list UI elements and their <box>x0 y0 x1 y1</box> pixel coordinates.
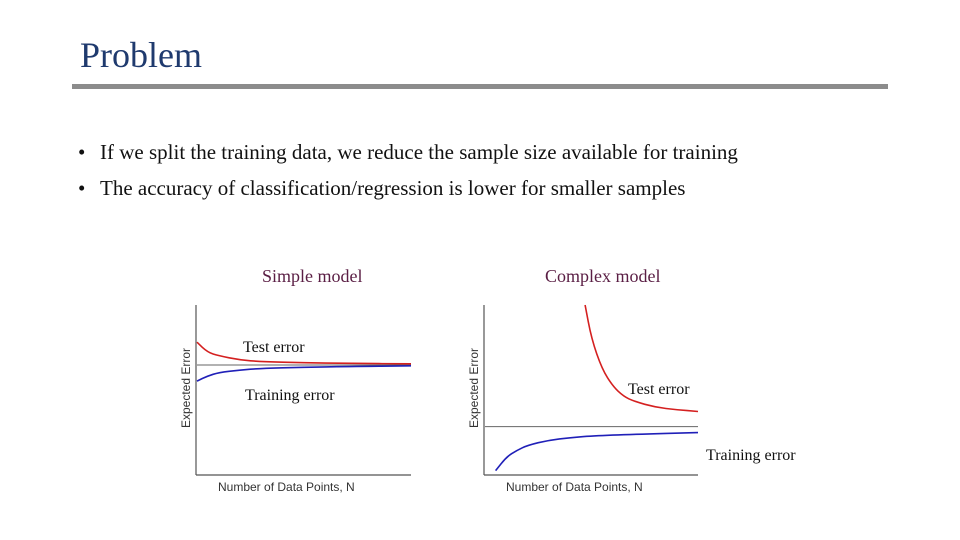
bullet-text: If we split the training data, we reduce… <box>100 140 738 164</box>
complex-training-error-line <box>494 431 699 472</box>
simple-training-error-line <box>196 365 412 382</box>
complex-y-axis-label: Expected Error <box>467 348 481 428</box>
title-divider <box>72 84 888 89</box>
complex-model-chart: Number of Data Points, N Expected Error <box>467 304 699 494</box>
simple-model-caption: Simple model <box>262 266 363 286</box>
slide-title: Problem <box>80 35 202 75</box>
bullet-item: • The accuracy of classification/regressi… <box>78 174 738 210</box>
simple-model-chart: Number of Data Points, N Expected Error <box>179 305 412 494</box>
complex-x-axis-label: Number of Data Points, N <box>506 480 643 494</box>
bullet-item: • If we split the training data, we reduc… <box>78 138 738 174</box>
simple-test-error-line <box>196 341 412 365</box>
complex-test-error-line <box>584 304 699 413</box>
bullet-marker: • <box>78 140 86 164</box>
bullet-list: • If we split the training data, we reduc… <box>78 138 738 210</box>
complex-training-error-label: Training error <box>706 447 796 464</box>
bullet-text: The accuracy of classification/regressio… <box>100 176 686 200</box>
simple-training-error-label: Training error <box>245 387 335 404</box>
complex-test-error-label: Test error <box>628 381 690 398</box>
simple-test-error-label: Test error <box>243 339 305 356</box>
simple-x-axis-label: Number of Data Points, N <box>218 480 355 494</box>
simple-y-axis-label: Expected Error <box>179 348 193 428</box>
complex-model-caption: Complex model <box>545 266 661 286</box>
bullet-marker: • <box>78 176 86 200</box>
